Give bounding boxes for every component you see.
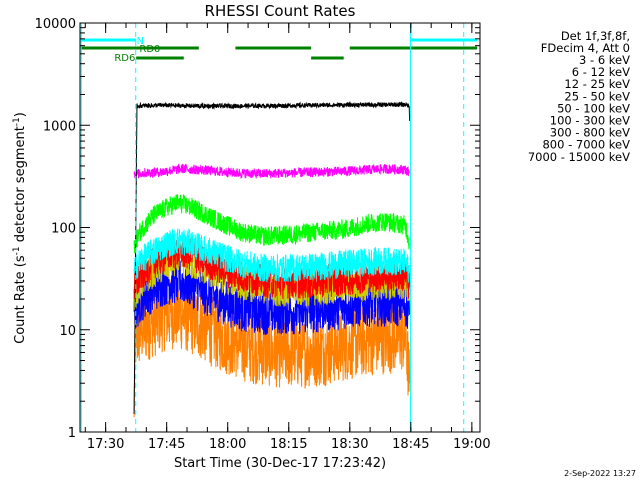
series-trace-1	[133, 163, 411, 180]
y-axis-label: Count Rate (s-1 detector segment-1)	[12, 112, 28, 344]
y-tick-label: 100	[51, 222, 76, 237]
series-trace-3	[133, 228, 411, 283]
legend-entry-0: 3 - 6 keV	[579, 53, 630, 67]
x-tick-label: 19:00	[453, 437, 490, 452]
y-tick-label: 10000	[35, 17, 76, 32]
x-tick-label: 18:45	[392, 437, 429, 452]
legend-entry-5: 100 - 300 keV	[550, 114, 630, 128]
x-tick-label: 17:30	[87, 437, 124, 452]
x-axis-label: Start Time (30-Dec-17 17:23:42)	[174, 456, 386, 471]
y-tick-label: 1	[68, 426, 76, 441]
y-tick-label: 1000	[43, 119, 76, 134]
axes-ticks: 1 10 100 1000 10000 17:30 17:45 18:00 18:15 18:30…	[35, 17, 491, 452]
legend-entry-1: 6 - 12 keV	[572, 65, 630, 79]
y-axis-label-end: )	[13, 112, 28, 117]
series-trace-0	[133, 100, 411, 415]
y-axis-label-sup2: -1	[12, 117, 22, 126]
y-axis-label-sup1: -1	[12, 246, 22, 255]
legend-entry-4: 50 - 100 keV	[557, 101, 630, 115]
legend-entry-6: 300 - 800 keV	[550, 126, 630, 140]
legend-entry-7: 800 - 7000 keV	[542, 138, 630, 152]
y-axis-label-main: Count Rate (s	[13, 255, 28, 344]
rd0-flag-label: RD0	[139, 44, 160, 55]
legend-entry-3: 25 - 50 keV	[564, 89, 630, 103]
legend-entry-2: 12 - 25 keV	[564, 77, 630, 91]
generated-timestamp: 2-Sep-2022 13:27	[564, 469, 636, 478]
chart-title: RHESSI Count Rates	[205, 2, 356, 20]
n-flag-label: N	[137, 36, 144, 47]
series-trace-2	[133, 194, 411, 254]
x-tick-label: 18:00	[209, 437, 246, 452]
legend-header-2: FDecim 4, Att 0	[541, 41, 630, 55]
series-traces	[133, 100, 411, 418]
rd6-flag-label: RD6	[114, 53, 135, 64]
legend-header-1: Det 1f,3f,8f,	[561, 29, 630, 43]
legend-entry-8: 7000 - 15000 keV	[528, 150, 630, 164]
x-tick-label: 17:45	[148, 437, 185, 452]
y-axis-label-mid: detector segment	[13, 126, 28, 246]
y-tick-label: 10	[59, 324, 76, 339]
x-tick-label: 18:15	[270, 437, 307, 452]
x-tick-label: 18:30	[331, 437, 368, 452]
